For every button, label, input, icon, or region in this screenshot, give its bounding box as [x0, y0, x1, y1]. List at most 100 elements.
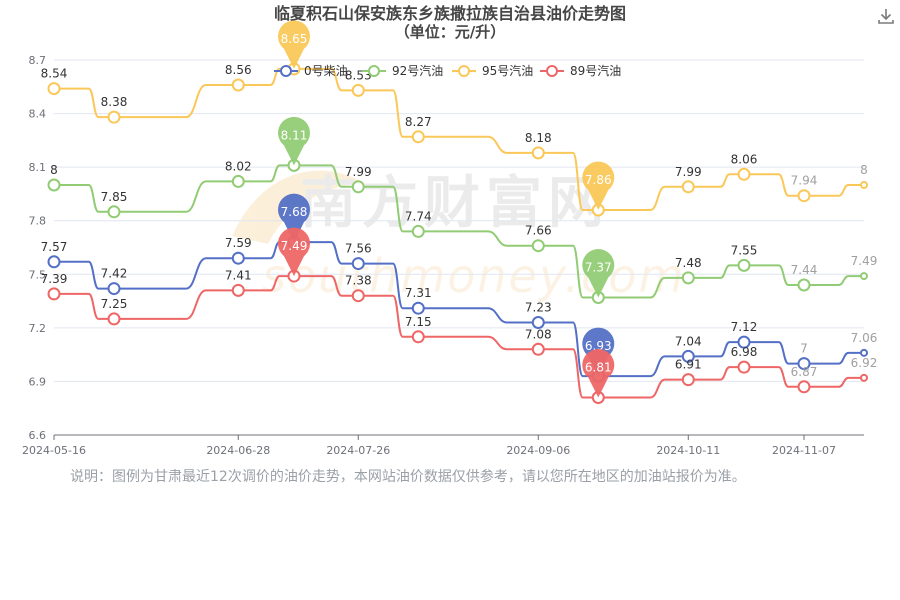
data-label: 7.48 [675, 256, 702, 270]
x-tick-label: 2024-05-16 [22, 444, 86, 457]
data-label: 7 [800, 342, 808, 356]
y-tick-label: 7.5 [29, 268, 47, 281]
data-point [681, 373, 695, 387]
data-point [411, 224, 425, 238]
data-point [411, 301, 425, 315]
data-label: 7.66 [525, 224, 552, 238]
data-point [681, 349, 695, 363]
series-lines: 7.57 7.42 7.59 7.56 7.31 7.23 7.04 7.12 7 7.06 8 7.… [41, 62, 878, 404]
min-pin-label: 6.81 [585, 361, 612, 375]
data-point [531, 146, 545, 160]
data-point [737, 258, 751, 272]
legend-item: 92号汽油 [362, 63, 443, 78]
y-axis: 6.6 6.9 7.2 7.5 7.8 8.1 8.4 8.7 [29, 54, 864, 442]
data-label: 8.38 [101, 95, 128, 109]
data-point [531, 239, 545, 253]
y-tick-label: 8.1 [29, 161, 47, 174]
min-pin: 7.37 [582, 249, 615, 298]
download-icon[interactable] [876, 6, 896, 26]
series-92号汽油: 8 7.85 8.02 7.99 7.74 7.66 7.48 7.55 7.44 7.49 [47, 158, 878, 304]
data-label: 8 [860, 163, 868, 177]
data-label: 8.54 [41, 67, 68, 81]
data-point [681, 271, 695, 285]
min-pin-shape [582, 349, 615, 398]
data-label: 6.92 [851, 356, 878, 370]
chart-title: 临夏积石山保安族东乡族撒拉族自治县油价走势图 [274, 4, 626, 23]
y-tick-label: 6.9 [29, 375, 47, 388]
legend-label: 89号汽油 [570, 63, 621, 78]
data-point [860, 272, 868, 281]
data-point [231, 174, 245, 188]
data-point [860, 181, 868, 189]
data-label: 7.04 [675, 334, 702, 348]
chart-area: 临夏积石山保安族东乡族撒拉族自治县油价走势图 （单位：元/升） 南方财富网 south… [22, 4, 878, 457]
min-pin: 7.86 [582, 161, 615, 210]
max-pin-label: 8.65 [281, 32, 308, 46]
data-label: 7.74 [405, 209, 432, 223]
data-point [107, 205, 121, 219]
data-label: 6.98 [731, 345, 758, 359]
min-pin: 6.81 [582, 349, 615, 398]
data-point [107, 282, 121, 296]
series-line [54, 164, 864, 299]
legend-item: 95号汽油 [452, 63, 533, 78]
data-label: 7.25 [101, 297, 128, 311]
data-label: 8.02 [225, 159, 252, 173]
data-label: 7.57 [41, 240, 68, 254]
min-pin-label: 6.93 [585, 339, 612, 353]
data-point [47, 82, 61, 96]
legend-marker [368, 65, 380, 77]
data-label: 7.49 [851, 254, 878, 268]
data-point [797, 278, 811, 292]
data-label: 7.08 [525, 327, 552, 341]
x-axis: 2024-05-16 2024-06-28 2024-07-26 2024-09-06… [22, 434, 864, 457]
data-point [860, 348, 868, 357]
max-pin: 8.11 [278, 116, 310, 166]
data-point [797, 357, 811, 371]
data-label: 7.38 [345, 274, 372, 288]
data-label: 7.94 [791, 174, 818, 188]
min-pin-label: 7.86 [585, 173, 612, 187]
data-point [531, 316, 545, 329]
min-pin-shape [582, 161, 615, 210]
data-label: 7.59 [225, 236, 252, 250]
x-tick-label: 2024-09-06 [506, 444, 570, 457]
y-tick-label: 8.7 [29, 54, 47, 67]
max-pin-label: 8.11 [281, 128, 308, 142]
max-pin: 8.65 [278, 20, 311, 69]
data-point [107, 312, 121, 326]
min-pin-shape [582, 249, 615, 298]
data-point [351, 257, 365, 271]
data-point [737, 335, 751, 349]
price-chart: 临夏积石山保安族东乡族撒拉族自治县油价走势图（单位：元/升）南方财富网south… [22, 4, 878, 457]
legend-marker [458, 65, 470, 77]
chart-subtitle: （单位：元/升） [395, 23, 505, 41]
data-label: 7.42 [101, 267, 128, 281]
data-label: 8.27 [405, 115, 432, 129]
data-point [737, 360, 751, 374]
data-label: 7.44 [791, 263, 818, 277]
watermark-text-cn: 南方财富网 [300, 171, 610, 236]
data-label: 8 [50, 163, 58, 177]
data-point [797, 380, 811, 394]
max-pin: 7.49 [278, 227, 310, 277]
max-pin: 7.68 [278, 193, 310, 243]
y-tick-label: 6.6 [29, 429, 47, 442]
legend-label: 92号汽油 [392, 63, 443, 78]
data-label: 6.91 [675, 358, 702, 372]
max-pin-shape [278, 193, 310, 243]
data-point [47, 255, 61, 269]
data-point [797, 189, 811, 203]
legend-label: 95号汽油 [482, 63, 533, 78]
data-point [231, 251, 245, 265]
data-label: 7.41 [225, 268, 252, 282]
data-label: 8.18 [525, 131, 552, 145]
data-point [231, 283, 245, 297]
data-label: 7.99 [675, 165, 702, 179]
data-label: 8.56 [225, 63, 252, 77]
x-tick-label: 2024-07-26 [326, 444, 390, 457]
legend-marker [546, 65, 558, 77]
x-tick-label: 2024-10-11 [656, 444, 720, 457]
data-point [107, 110, 121, 124]
series-line [54, 275, 864, 399]
